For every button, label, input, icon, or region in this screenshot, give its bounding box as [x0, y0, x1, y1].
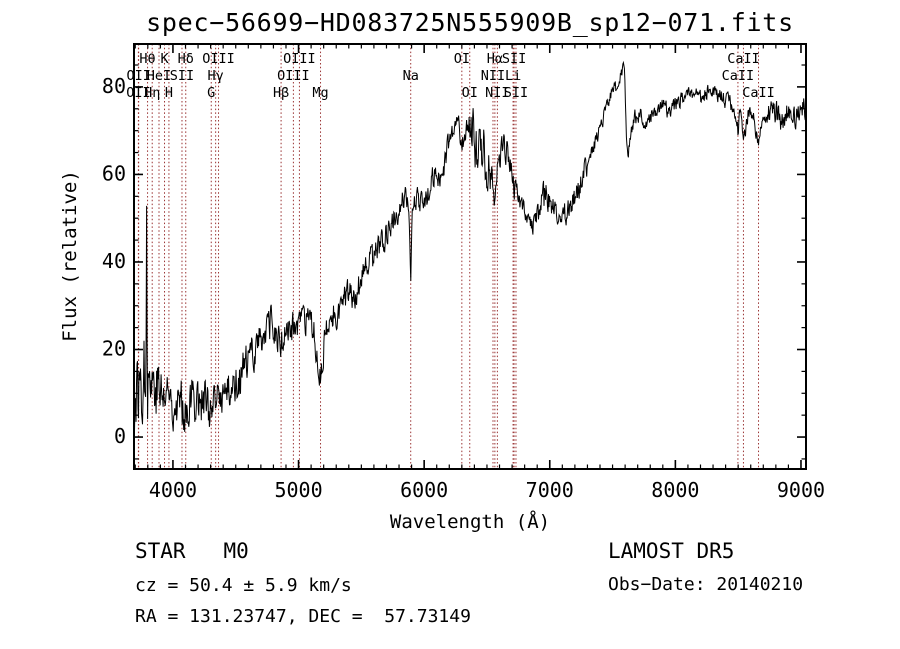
spectral-line-label: OIII — [202, 51, 235, 67]
spectral-line-label: Hα — [487, 51, 503, 67]
spectral-line-label: Na — [403, 68, 419, 84]
spectral-line-label: Hη — [144, 85, 160, 101]
x-tick-label: 8000 — [651, 478, 699, 502]
plot-title: spec−56699−HD083725N555909B_sp12−071.fit… — [146, 8, 794, 37]
spectral-line-label: K — [160, 51, 169, 67]
spectrum-trace — [133, 60, 807, 432]
x-tick-label: 6000 — [400, 478, 448, 502]
spectral-line-label: OI — [454, 51, 470, 67]
spectral-line-label: SII — [502, 51, 526, 67]
spectral-line-label: SII — [504, 85, 528, 101]
y-tick-label: 20 — [102, 337, 126, 361]
obs-date-text: Obs−Date: 20140210 — [608, 574, 803, 595]
x-axis-label: Wavelength (Å) — [390, 510, 550, 533]
spectral-line-label: Hθ — [139, 51, 155, 67]
spectral-line-label: OI — [462, 85, 478, 101]
spectral-line-label: SII — [170, 68, 194, 84]
y-tick-label: 40 — [102, 249, 126, 273]
survey-release-text: LAMOST DR5 — [608, 539, 734, 563]
spectral-line-label: Li — [505, 68, 521, 84]
spectral-line-label: CaII — [722, 68, 755, 84]
x-tick-label: 4000 — [149, 478, 197, 502]
plot-frame — [133, 43, 807, 470]
spectral-line-label: Hγ — [208, 68, 224, 84]
spectral-line-label: NII — [485, 85, 509, 101]
spectral-line-label: HeI — [147, 68, 171, 84]
x-tick-label: 9000 — [777, 478, 825, 502]
object-class-text: STAR M0 — [135, 539, 249, 563]
spectral-line-labels-layer: OIIOIIHθHηHeIKHSIIHδGHγOIIIHβOIIIOIIIMgN… — [126, 51, 775, 101]
cz-velocity-text: cz = 50.4 ± 5.9 km/s — [135, 575, 352, 596]
x-tick-label: 5000 — [274, 478, 322, 502]
y-axis-label: Flux (relative) — [59, 170, 81, 342]
spectral-line-label: Hδ — [178, 51, 194, 67]
tick-labels-layer: 4000 5000 6000 7000 8000 9000 0 20 40 60 80 — [102, 74, 825, 502]
spectral-line-label: NII — [481, 68, 505, 84]
y-tick-label: 60 — [102, 161, 126, 185]
y-tick-label: 80 — [102, 74, 126, 98]
spectrum-trace-layer — [133, 60, 807, 432]
spectral-line-label: OII — [126, 68, 150, 84]
ra-dec-text: RA = 131.23747, DEC = 57.73149 — [135, 606, 471, 627]
spectral-lines-layer — [137, 44, 760, 469]
axes-frame-layer — [133, 43, 807, 470]
spectral-line-label: OIII — [277, 68, 310, 84]
spectral-line-label: OII — [126, 85, 150, 101]
spectral-line-label: H — [165, 85, 173, 101]
y-tick-label: 0 — [114, 424, 126, 448]
x-tick-label: 7000 — [526, 478, 574, 502]
spectral-line-label: OIII — [283, 51, 316, 67]
spectral-line-label: CaII — [727, 51, 760, 67]
spectral-line-label: CaII — [742, 85, 775, 101]
spectral-line-label: G — [207, 85, 215, 101]
spectral-line-label: Hβ — [273, 85, 289, 101]
spectral-line-label: Mg — [312, 85, 328, 101]
